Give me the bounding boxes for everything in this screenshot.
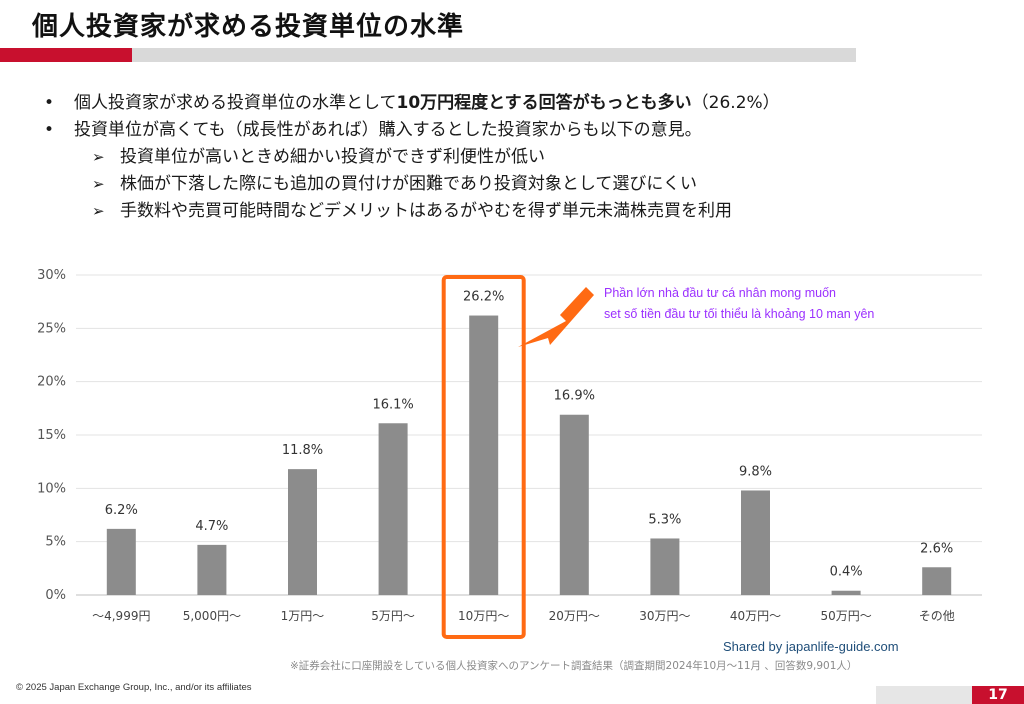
data-label: 11.8% (282, 443, 323, 458)
bar (378, 423, 408, 595)
title-underline-accent (0, 48, 132, 62)
watermark: Shared by japanlife-guide.com (723, 639, 899, 654)
slide-title: 個人投資家が求める投資単位の水準 (32, 12, 465, 42)
annotation-line: Phần lớn nhà đầu tư cá nhân mong muốn (604, 286, 837, 300)
x-tick-label: 50万円～ (820, 609, 871, 623)
footer-bar (876, 686, 972, 704)
data-label: 26.2% (463, 290, 504, 305)
x-tick-label: 20万円～ (549, 609, 600, 623)
highlight-box (441, 275, 526, 639)
bullet-text: 投資単位が高くても（成長性があれば）購入するとした投資家からも以下の意見。 (74, 120, 702, 140)
copyright: © 2025 Japan Exchange Group, Inc., and/o… (16, 682, 252, 693)
title-underline (132, 48, 856, 62)
data-label: 16.9% (554, 389, 595, 404)
bar (288, 469, 317, 595)
data-label: 16.1% (372, 397, 413, 412)
page-number: 17 (972, 686, 1024, 704)
bar (831, 590, 861, 595)
bullet-item: • 投資単位が高くても（成長性があれば）購入するとした投資家からも以下の意見。 (44, 117, 780, 144)
bar (650, 538, 680, 595)
y-tick-label: 20% (37, 375, 66, 390)
data-label: 6.2% (105, 503, 138, 518)
x-tick-label: 40万円～ (730, 609, 781, 623)
bullet-marker: • (44, 93, 55, 113)
bar-chart: 0% 5% 10% 15% 20% 25% 30% 6.2% ～4,999円 4.7% 5,000円… (37, 268, 982, 639)
arrow-marker-icon: ➢ (92, 148, 105, 166)
sub-bullet-text: 株価が下落した際にも追加の買付けが困難であり投資対象として選びにくい (120, 174, 697, 194)
sub-bullet-item: ➢ 株価が下落した際にも追加の買付けが困難であり投資対象として選びにくい (44, 171, 780, 198)
bar (469, 315, 499, 595)
data-label: 9.8% (739, 464, 772, 479)
y-tick-label: 0% (45, 588, 66, 603)
sub-bullet-text: 投資単位が高いときめ細かい投資ができず利便性が低い (120, 147, 545, 167)
data-label: 4.7% (195, 519, 228, 534)
y-tick-label: 15% (37, 428, 66, 443)
x-tick-label: 10万円～ (458, 609, 509, 623)
data-label: 2.6% (920, 541, 953, 556)
sub-bullet-text: 手数料や売買可能時間などデメリットはあるがやむを得ず単元未満株売買を利用 (120, 201, 732, 221)
x-tick-label: 1万円～ (281, 609, 325, 623)
x-tick-label: 5万円～ (371, 609, 415, 623)
x-tick-label: 5,000円～ (183, 609, 241, 623)
arrow-marker-icon: ➢ (92, 175, 105, 193)
bar (197, 544, 227, 595)
bar (922, 567, 952, 595)
bullet-emphasis: 10万円程度とする回答がもっとも多い (396, 93, 692, 113)
sub-bullet-item: ➢ 投資単位が高いときめ細かい投資ができず利便性が低い (44, 144, 780, 171)
x-tick-label: ～4,999円 (92, 609, 150, 623)
x-tick-label: その他 (919, 609, 955, 623)
y-tick-label: 5% (45, 535, 66, 550)
y-tick-label: 30% (37, 268, 66, 283)
bullet-item: • 個人投資家が求める投資単位の水準として10万円程度とする回答がもっとも多い（… (44, 90, 780, 117)
bar (106, 528, 136, 595)
data-label: 0.4% (830, 565, 863, 580)
footnote: ※証券会社に口座開設をしている個人投資家へのアンケート調査結果（調査期間2024… (290, 660, 858, 672)
bar (559, 414, 589, 595)
y-tick-label: 25% (37, 321, 66, 336)
x-tick-label: 30万円～ (639, 609, 690, 623)
bar (741, 490, 770, 595)
pointer-arrow-icon (518, 287, 594, 347)
y-tick-label: 10% (37, 481, 66, 496)
arrow-marker-icon: ➢ (92, 202, 105, 220)
bullet-text: 個人投資家が求める投資単位の水準として10万円程度とする回答がもっとも多い（26… (74, 93, 780, 113)
bullet-list: • 個人投資家が求める投資単位の水準として10万円程度とする回答がもっとも多い（… (44, 90, 780, 225)
annotation-line: set số tiền đầu tư tối thiểu là khoảng 1… (604, 307, 875, 321)
sub-bullet-item: ➢ 手数料や売買可能時間などデメリットはあるがやむを得ず単元未満株売買を利用 (44, 198, 780, 225)
chart-annotation: Phần lớn nhà đầu tư cá nhân mong muốn se… (604, 283, 924, 325)
data-label: 5.3% (648, 512, 681, 527)
bullet-marker: • (44, 120, 55, 140)
